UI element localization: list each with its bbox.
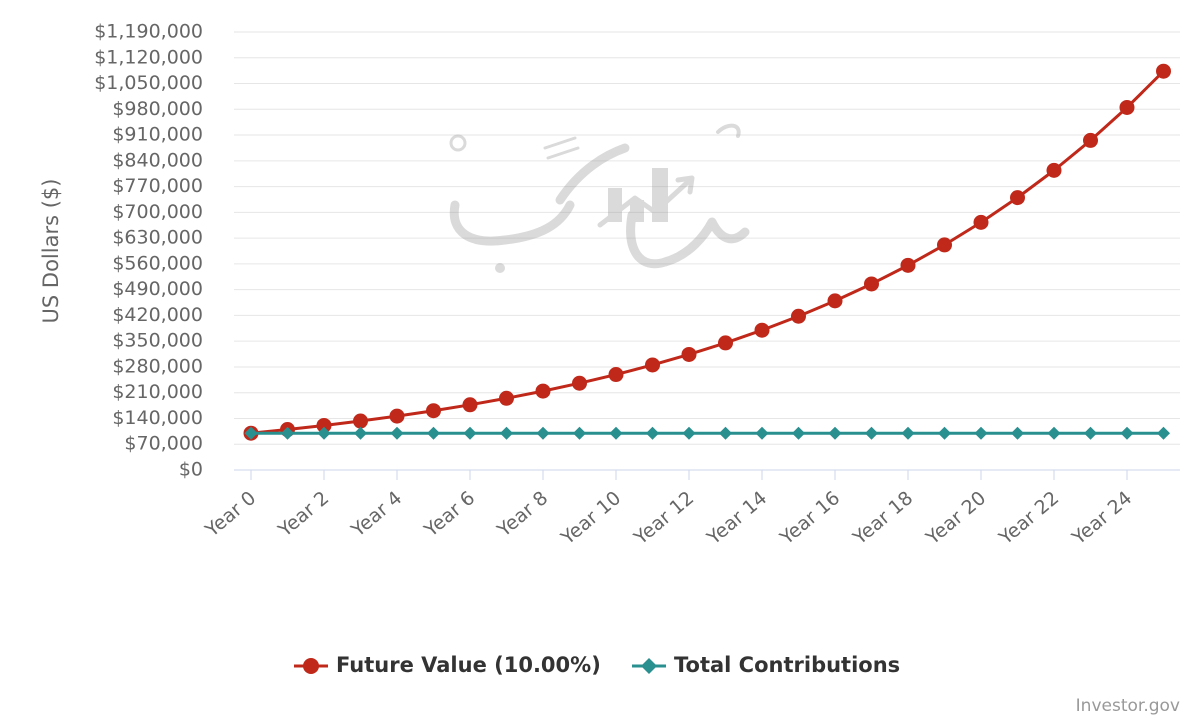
- data-point-total-contributions[interactable]: [792, 426, 805, 440]
- data-point-total-contributions[interactable]: [573, 426, 586, 440]
- legend-label-total-contributions: Total Contributions: [674, 653, 900, 677]
- data-point-future-value-10-00[interactable]: [316, 417, 332, 433]
- y-tick-label: $1,050,000: [94, 72, 203, 94]
- y-tick-label: $350,000: [112, 330, 203, 352]
- y-tick-label: $700,000: [112, 201, 203, 223]
- y-tick-label: $1,190,000: [94, 21, 203, 43]
- x-tick-label: Year 6: [420, 487, 480, 542]
- x-tick-label: Year 16: [775, 487, 844, 550]
- data-point-total-contributions[interactable]: [609, 426, 623, 440]
- brand-logo-watermark: [449, 123, 750, 273]
- data-point-future-value-10-00[interactable]: [718, 335, 733, 351]
- x-tick-label: Year 8: [493, 487, 553, 542]
- legend-item-future-value[interactable]: Future Value (10.00%): [294, 653, 601, 677]
- data-point-future-value-10-00[interactable]: [1156, 63, 1171, 79]
- data-point-total-contributions[interactable]: [682, 426, 696, 440]
- data-point-future-value-10-00[interactable]: [426, 403, 441, 419]
- data-point-total-contributions[interactable]: [901, 426, 915, 440]
- data-point-total-contributions[interactable]: [865, 426, 878, 440]
- x-tick-label: Year 4: [347, 487, 407, 542]
- x-tick-label: Year 12: [629, 487, 698, 550]
- data-point-total-contributions[interactable]: [354, 426, 367, 440]
- legend-marker-total-contributions: [641, 658, 657, 674]
- y-tick-label: $1,120,000: [94, 46, 203, 68]
- data-point-total-contributions[interactable]: [755, 426, 769, 440]
- data-point-total-contributions[interactable]: [463, 426, 477, 440]
- legend-marker-future-value: [303, 658, 319, 674]
- legend: Future Value (10.00%) Total Contribution…: [294, 653, 900, 677]
- data-point-total-contributions[interactable]: [828, 426, 842, 440]
- series-points-future-value-10-00: [243, 63, 1171, 441]
- x-tick-label: Year 24: [1067, 487, 1136, 550]
- data-point-total-contributions[interactable]: [1011, 426, 1024, 440]
- data-point-future-value-10-00[interactable]: [973, 214, 989, 230]
- data-point-future-value-10-00[interactable]: [1046, 162, 1062, 178]
- data-point-total-contributions[interactable]: [390, 426, 404, 440]
- data-point-future-value-10-00[interactable]: [864, 276, 879, 292]
- series-line-future-value-10-00: [250, 70, 1165, 435]
- y-tick-label: $140,000: [112, 407, 203, 429]
- x-tick-label: Year 18: [848, 487, 917, 550]
- y-tick-label: $0: [179, 459, 203, 481]
- y-tick-label: $490,000: [112, 278, 203, 300]
- data-point-total-contributions[interactable]: [1084, 426, 1097, 440]
- data-point-future-value-10-00[interactable]: [1010, 190, 1025, 206]
- data-point-total-contributions[interactable]: [536, 426, 550, 440]
- y-tick-label: $210,000: [112, 381, 203, 403]
- x-axis-ticks: Year 0 Year 2 Year 4 Year 6 Year 8 Year 10 Yea…: [201, 470, 1136, 550]
- data-point-future-value-10-00[interactable]: [353, 413, 368, 429]
- x-tick-label: Year 14: [702, 487, 771, 550]
- data-point-future-value-10-00[interactable]: [1119, 99, 1135, 115]
- data-point-total-contributions[interactable]: [500, 426, 513, 440]
- x-tick-label: Year 2: [274, 487, 334, 542]
- y-axis-label: US Dollars ($): [39, 179, 63, 324]
- y-tick-label: $980,000: [112, 98, 203, 120]
- data-point-future-value-10-00[interactable]: [900, 257, 916, 273]
- credit-link[interactable]: Investor.gov: [1076, 696, 1180, 716]
- y-tick-label: $770,000: [112, 175, 203, 197]
- y-tick-label: $420,000: [112, 304, 203, 326]
- x-tick-label: Year 10: [556, 487, 625, 550]
- data-point-total-contributions[interactable]: [427, 426, 440, 440]
- y-tick-label: $70,000: [124, 433, 203, 455]
- data-point-future-value-10-00[interactable]: [499, 390, 514, 406]
- y-tick-label: $630,000: [112, 227, 203, 249]
- data-point-total-contributions[interactable]: [938, 426, 951, 440]
- series-points-total-contributions: [244, 426, 1170, 440]
- legend-label-future-value: Future Value (10.00%): [336, 653, 601, 677]
- data-point-future-value-10-00[interactable]: [791, 308, 806, 324]
- data-point-future-value-10-00[interactable]: [827, 293, 843, 309]
- data-point-future-value-10-00[interactable]: [754, 322, 770, 338]
- x-tick-label: Year 22: [994, 487, 1063, 550]
- data-point-total-contributions[interactable]: [281, 426, 294, 440]
- y-tick-label: $560,000: [112, 252, 203, 274]
- data-point-future-value-10-00[interactable]: [645, 357, 660, 373]
- data-point-future-value-10-00[interactable]: [462, 397, 478, 413]
- legend-item-total-contributions[interactable]: Total Contributions: [632, 653, 900, 677]
- data-point-total-contributions[interactable]: [719, 426, 732, 440]
- data-point-total-contributions[interactable]: [1120, 426, 1134, 440]
- y-gridlines: [234, 31, 1180, 471]
- data-point-future-value-10-00[interactable]: [389, 408, 405, 424]
- data-point-future-value-10-00[interactable]: [681, 346, 697, 362]
- series-layer: [243, 63, 1171, 441]
- x-tick-label: Year 20: [921, 487, 990, 550]
- y-tick-label: $910,000: [112, 124, 203, 146]
- y-axis-ticks: $0 $70,000 $140,000 $210,000 $280,000 $350,00…: [94, 21, 203, 481]
- data-point-total-contributions[interactable]: [1047, 426, 1061, 440]
- data-point-future-value-10-00[interactable]: [937, 237, 952, 253]
- data-point-future-value-10-00[interactable]: [535, 383, 551, 399]
- data-point-total-contributions[interactable]: [1157, 426, 1170, 440]
- data-point-total-contributions[interactable]: [244, 426, 258, 440]
- data-point-future-value-10-00[interactable]: [1083, 132, 1098, 148]
- y-tick-label: $840,000: [112, 149, 203, 171]
- data-point-total-contributions[interactable]: [974, 426, 988, 440]
- data-point-total-contributions[interactable]: [646, 426, 659, 440]
- x-tick-label: Year 0: [201, 487, 261, 542]
- data-point-total-contributions[interactable]: [317, 426, 331, 440]
- data-point-future-value-10-00[interactable]: [608, 367, 624, 383]
- y-tick-label: $280,000: [112, 355, 203, 377]
- data-point-future-value-10-00[interactable]: [572, 375, 587, 391]
